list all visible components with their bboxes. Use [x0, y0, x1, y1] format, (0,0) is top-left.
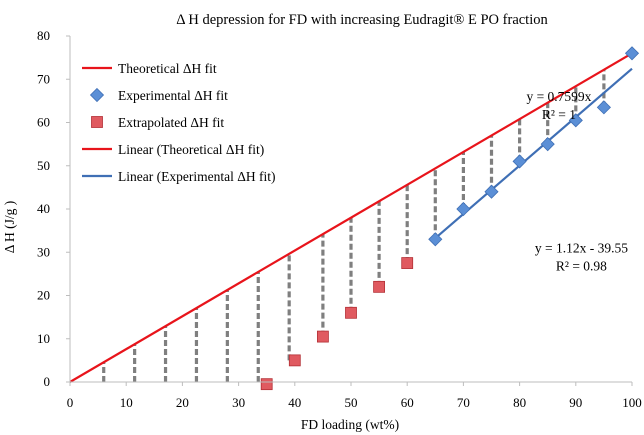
legend-label: Linear (Experimental ΔH fit) [118, 169, 276, 184]
experimental-point [456, 201, 471, 217]
experimental-point [596, 100, 611, 115]
experimental-point [428, 232, 443, 247]
x-axis-label: FD loading (wt%) [301, 417, 399, 432]
y-tick-label: 50 [37, 158, 50, 173]
y-axis-label: Δ H (J/g ) [2, 201, 17, 254]
legend-swatch-marker [89, 87, 105, 103]
x-tick-label: 80 [513, 395, 526, 410]
extrapolated-point [345, 306, 357, 319]
extrapolated-point [401, 257, 414, 269]
data-markers [260, 46, 640, 391]
x-tick-label: 100 [622, 395, 642, 410]
trendline-r-squared: R² = 1 [542, 107, 576, 122]
x-tick-label: 50 [345, 395, 358, 410]
x-tick-label: 40 [288, 395, 301, 410]
y-tick-label: 70 [37, 71, 50, 86]
x-tick-label: 60 [401, 395, 414, 410]
y-tick-label: 30 [37, 244, 50, 259]
x-tick-label: 90 [569, 395, 582, 410]
x-tick-label: 10 [120, 395, 133, 410]
experimental-point [484, 184, 499, 199]
y-tick-label: 60 [37, 115, 50, 130]
experimental-point [512, 154, 527, 169]
legend-label: Linear (Theoretical ΔH fit) [118, 142, 264, 157]
experimental-point [568, 113, 583, 128]
legend-label: Theoretical ΔH fit [118, 61, 217, 76]
y-tick-label: 20 [37, 288, 50, 303]
extrapolated-point [316, 330, 329, 343]
trendline-equation: y = 1.12x - 39.55 [535, 240, 628, 255]
legend: Theoretical ΔH fit Experimental ΔH fit Ext… [82, 61, 276, 184]
legend-label: Experimental ΔH fit [118, 88, 228, 103]
legend-swatch-marker [91, 116, 103, 128]
y-tick-label: 40 [37, 201, 50, 216]
extrapolated-point [260, 378, 273, 391]
experimental-point [540, 137, 555, 152]
extrapolated-point [288, 354, 301, 367]
chart-title: Δ H depression for FD with increasing Eu… [176, 12, 548, 28]
extrapolated-point [373, 280, 386, 293]
axes: 0 10 20 30 40 50 60 70 80 90 100 0 10 20 30 40 50 60 70 80 [37, 28, 642, 410]
theoretical-trendline [69, 52, 633, 383]
y-tick-label: 80 [37, 28, 50, 43]
y-tick-label: 10 [37, 331, 50, 346]
x-tick-label: 70 [457, 395, 470, 410]
legend-label: Extrapolated ΔH fit [118, 115, 224, 130]
x-tick-label: 0 [67, 395, 74, 410]
y-tick-label: 0 [44, 374, 51, 389]
trendline-equation: y = 0.7599x [526, 89, 591, 104]
annotations: y = 0.7599x R² = 1 y = 1.12x - 39.55 R² = 0… [526, 89, 628, 273]
x-tick-label: 20 [176, 395, 189, 410]
x-tick-label: 30 [232, 395, 245, 410]
experimental-point [624, 46, 640, 61]
trendline-r-squared: R² = 0.98 [556, 258, 607, 273]
